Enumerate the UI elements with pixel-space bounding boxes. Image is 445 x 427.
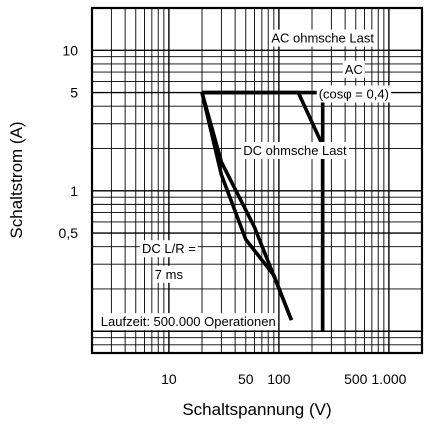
annotations: AC ohmsche Last AC (cosφ = 0,4) DC ohmsche … — [98, 29, 391, 331]
x-tick-label: 1.000 — [371, 371, 406, 387]
y-tick-label: 5 — [70, 85, 78, 101]
x-tick-label: 100 — [267, 371, 291, 387]
tick-labels: 10 50 100 500 1.000 10 5 1 0,5 — [59, 42, 407, 387]
y-tick-label: 0,5 — [59, 225, 79, 241]
y-tick-label: 1 — [70, 183, 78, 199]
annotation-3: (cosφ = 0,4) — [316, 85, 391, 103]
annotation-1: AC ohmsche Last — [269, 29, 377, 47]
annotation-text: AC ohmsche Last — [271, 31, 374, 46]
x-tick-label: 500 — [344, 371, 368, 387]
annotation-text: Laufzeit: 500.000 Operationen — [101, 314, 276, 329]
series-line-2 — [202, 90, 325, 332]
annotation-5: DC L/R = — [139, 240, 198, 258]
annotation-7: Laufzeit: 500.000 Operationen — [98, 313, 278, 331]
series-line-1 — [202, 90, 325, 332]
annotation-2: AC — [342, 60, 365, 78]
plot-frame — [90, 6, 424, 355]
annotation-background — [269, 29, 377, 47]
annotation-text: DC L/R = — [142, 241, 196, 256]
annotation-text: DC ohmsche Last — [243, 143, 347, 158]
annotation-background — [316, 85, 391, 103]
annotation-text: (cosφ = 0,4) — [319, 87, 389, 102]
x-tick-label: 10 — [161, 371, 177, 387]
x-tick-label: 50 — [238, 371, 254, 387]
x-axis-label: Schaltspannung (V) — [182, 400, 331, 419]
annotation-background — [342, 60, 365, 78]
annotation-4: DC ohmsche Last — [241, 142, 350, 160]
series-line-4 — [200, 92, 294, 321]
annotation-text: 7 ms — [155, 267, 184, 282]
annotation-text: AC — [345, 62, 363, 77]
y-tick-label: 10 — [62, 42, 78, 58]
series-lines — [200, 90, 325, 332]
annotation-background — [152, 265, 186, 283]
y-axis-label: Schaltstrom (A) — [7, 121, 26, 238]
annotation-background — [139, 240, 198, 258]
annotation-background — [98, 313, 278, 331]
annotation-background — [241, 142, 350, 160]
grid — [91, 7, 423, 354]
annotation-6: 7 ms — [152, 265, 186, 283]
